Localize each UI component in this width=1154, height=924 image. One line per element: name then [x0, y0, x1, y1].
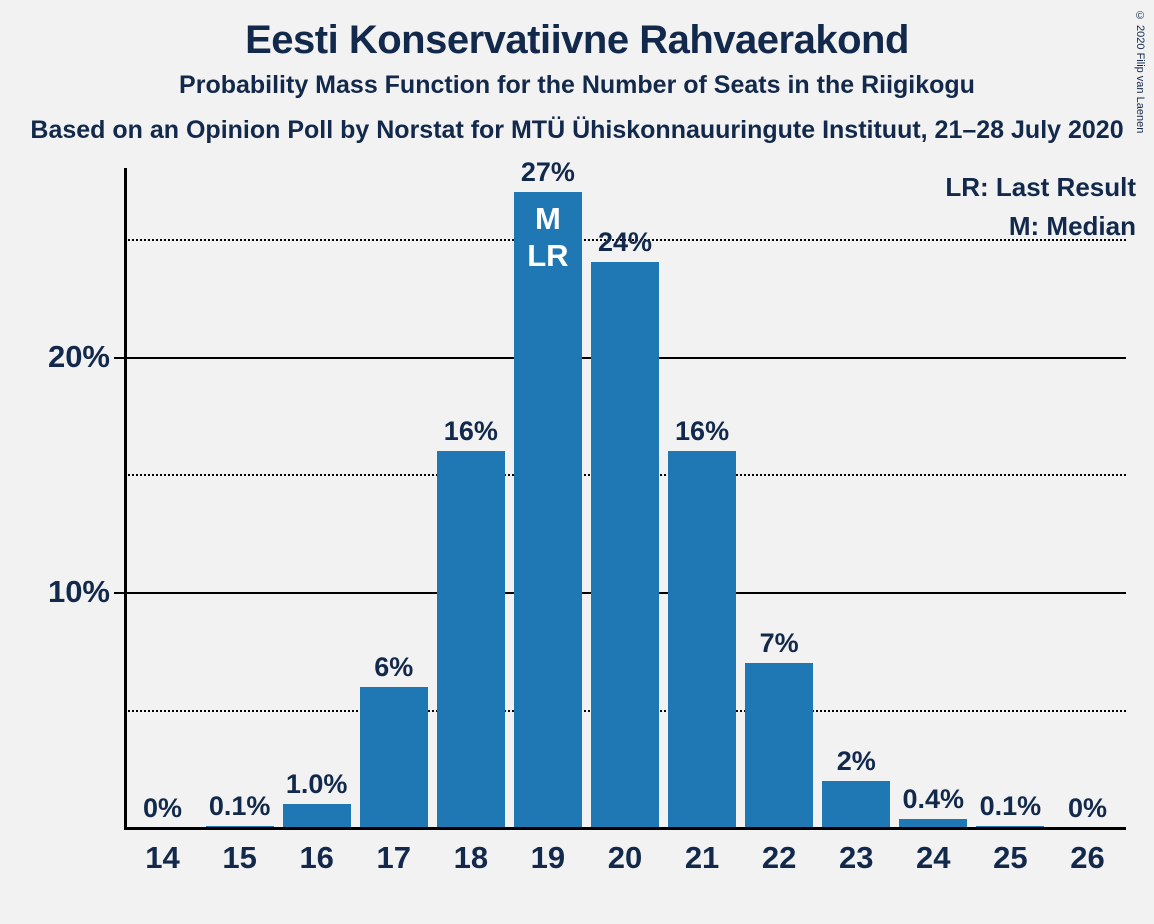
chart-header: Eesti Konservatiivne Rahvaerakond Probab…: [0, 0, 1154, 145]
bar-rect: [283, 804, 351, 828]
bar-value-label: 16%: [675, 416, 729, 447]
bar-value-label: 1.0%: [286, 769, 348, 800]
x-axis: [124, 827, 1126, 830]
bar: 27%MLR: [514, 192, 582, 828]
x-tick-label: 22: [762, 840, 796, 876]
bar-value-label: 7%: [760, 628, 799, 659]
x-tick-label: 14: [145, 840, 179, 876]
bar: 6%: [360, 687, 428, 828]
x-tick-label: 18: [454, 840, 488, 876]
bar-value-label: 27%: [521, 157, 575, 188]
y-tick: [114, 357, 124, 359]
bar-value-label: 6%: [374, 652, 413, 683]
chart-title: Eesti Konservatiivne Rahvaerakond: [0, 18, 1154, 63]
bar: 7%: [745, 663, 813, 828]
x-tick-label: 26: [1070, 840, 1104, 876]
bar-rect: [514, 192, 582, 828]
bar-rect: [745, 663, 813, 828]
chart-source: Based on an Opinion Poll by Norstat for …: [0, 116, 1154, 145]
x-tick-label: 17: [377, 840, 411, 876]
bar-value-label: 0.1%: [980, 791, 1042, 822]
bar-value-label: 0%: [1068, 793, 1107, 824]
bar-value-label: 0.4%: [903, 784, 965, 815]
bar: 1.0%: [283, 804, 351, 828]
bar-rect: [822, 781, 890, 828]
bar-rect: [360, 687, 428, 828]
bar-rect: [668, 451, 736, 828]
bar-value-label: 0.1%: [209, 791, 271, 822]
y-tick: [114, 592, 124, 594]
y-tick-label: 20%: [0, 339, 110, 375]
x-tick-label: 23: [839, 840, 873, 876]
bar-rect: [591, 262, 659, 828]
x-tick-label: 19: [531, 840, 565, 876]
copyright-text: © 2020 Filip van Laenen: [1134, 10, 1146, 133]
x-tick-label: 24: [916, 840, 950, 876]
bar-value-label: 2%: [837, 746, 876, 777]
bar-value-label: 24%: [598, 227, 652, 258]
bars-group: 0%0.1%1.0%6%16%27%MLR24%16%7%2%0.4%0.1%0…: [124, 168, 1126, 828]
bar-value-label: 16%: [444, 416, 498, 447]
x-tick-label: 21: [685, 840, 719, 876]
x-tick-label: 16: [299, 840, 333, 876]
bar: 2%: [822, 781, 890, 828]
bar-annotation: MLR: [527, 200, 568, 274]
bar: 16%: [437, 451, 505, 828]
chart-subtitle: Probability Mass Function for the Number…: [0, 71, 1154, 100]
y-axis: [124, 168, 127, 830]
bar-rect: [437, 451, 505, 828]
x-tick-label: 15: [222, 840, 256, 876]
x-tick-label: 20: [608, 840, 642, 876]
bar: 24%: [591, 262, 659, 828]
chart-container: LR: Last Result M: Median 10%20% 0%0.1%1…: [0, 168, 1154, 924]
x-tick-label: 25: [993, 840, 1027, 876]
bar-value-label: 0%: [143, 793, 182, 824]
y-tick-label: 10%: [0, 574, 110, 610]
bar: 16%: [668, 451, 736, 828]
